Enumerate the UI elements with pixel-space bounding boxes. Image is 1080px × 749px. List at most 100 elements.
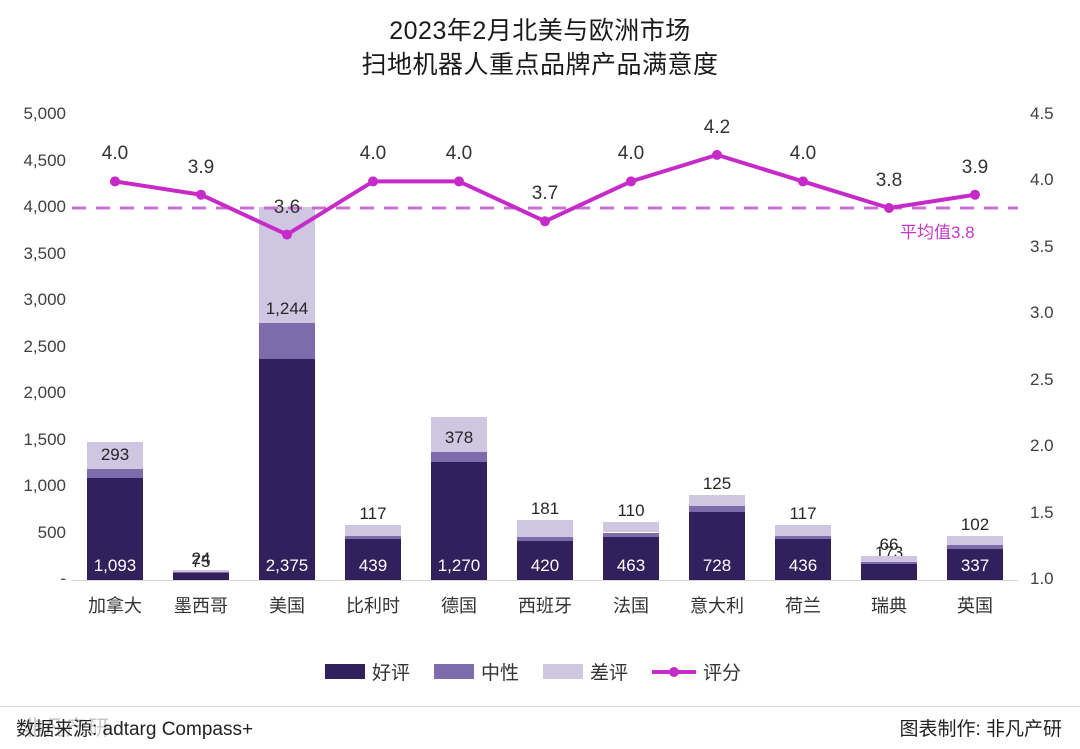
right-axis-tick: 2.5 — [1030, 369, 1054, 389]
bar-segment-bad[interactable] — [775, 524, 831, 536]
axis-baseline — [72, 580, 1018, 581]
legend-item[interactable]: 好评 — [324, 658, 410, 685]
bar-segment-bad[interactable] — [861, 555, 917, 562]
rating-value-label: 4.0 — [101, 143, 129, 165]
legend-item[interactable]: 差评 — [543, 658, 628, 685]
bar-segment-good[interactable] — [87, 478, 143, 580]
right-axis-tick: 1.5 — [1030, 502, 1054, 522]
category-label: 西班牙 — [518, 596, 572, 616]
category-label: 德国 — [441, 596, 477, 616]
bar-group[interactable]: 463 110 — [603, 115, 659, 580]
rating-point[interactable] — [368, 176, 378, 187]
bar-group[interactable]: 173 66 — [861, 115, 917, 580]
bar-segment-neutral[interactable] — [775, 535, 831, 540]
rating-point[interactable] — [196, 189, 206, 200]
category-label: 加拿大 — [88, 596, 142, 616]
category-label: 美国 — [269, 596, 305, 616]
rating-point[interactable] — [282, 229, 292, 240]
bar-segment-good[interactable] — [517, 540, 573, 580]
left-axis-tick: 3,000 — [23, 290, 66, 309]
legend-swatch-icon — [433, 664, 474, 679]
rating-point[interactable] — [110, 176, 120, 187]
bar-segment-neutral[interactable] — [947, 545, 1003, 549]
rating-point[interactable] — [626, 176, 636, 187]
bar-segment-bad[interactable] — [173, 569, 229, 573]
bar-segment-bad[interactable] — [87, 442, 143, 470]
right-axis-tick: 4.0 — [1030, 170, 1054, 190]
rating-point[interactable] — [798, 176, 808, 187]
rating-point[interactable] — [712, 149, 722, 160]
bar-segment-good[interactable] — [775, 539, 831, 580]
rating-value-label: 3.7 — [531, 183, 559, 205]
category-label: 法国 — [613, 596, 649, 616]
bar-segment-bad[interactable] — [947, 535, 1003, 546]
legend-item[interactable]: 评分 — [652, 658, 741, 685]
legend-swatch-icon — [543, 664, 583, 679]
bar-segment-neutral[interactable] — [431, 452, 487, 462]
bar-segment-good[interactable] — [259, 359, 315, 580]
bar-group[interactable]: 337 102 — [947, 115, 1003, 580]
right-axis-tick: 3.0 — [1030, 303, 1054, 323]
rating-point[interactable] — [970, 189, 980, 200]
left-axis-tick: 2,000 — [23, 383, 66, 402]
bar-segment-neutral[interactable] — [689, 506, 745, 513]
bar-segment-neutral[interactable] — [87, 469, 143, 479]
chart-legend: 好评 中性 差评 评分 — [0, 658, 1080, 685]
right-axis-tick: 3.5 — [1030, 236, 1054, 256]
right-axis-tick: 4.5 — [1030, 104, 1054, 123]
rating-value-label: 4.2 — [703, 116, 731, 138]
bar-value-label: 2,375 — [265, 556, 309, 575]
bar-group[interactable]: 1,093 293 — [87, 115, 143, 580]
bar-segment-neutral[interactable] — [173, 572, 229, 574]
bar-group[interactable]: 439 117 — [345, 115, 401, 580]
bar-segment-bad[interactable] — [603, 522, 659, 533]
bar-segment-bad[interactable] — [689, 494, 745, 507]
footer-source: 数据来源: adtarg Compass+ — [16, 719, 254, 740]
bar-value-label: 66 — [879, 534, 899, 554]
rating-value-label: 3.9 — [187, 156, 215, 178]
legend-label: 好评 — [371, 663, 410, 684]
bar-segment-neutral[interactable] — [345, 536, 401, 540]
bar-segment-good[interactable] — [947, 548, 1003, 580]
left-axis-tick: 500 — [37, 522, 66, 542]
bar-value-label: 110 — [617, 501, 645, 521]
legend-item[interactable]: 中性 — [433, 658, 519, 685]
rating-value-label: 3.8 — [875, 170, 903, 191]
bar-segment-neutral[interactable] — [861, 561, 917, 564]
rating-value-label: 4.0 — [359, 143, 387, 165]
legend-swatch-icon — [324, 664, 365, 679]
bar-segment-good[interactable] — [431, 461, 487, 580]
category-label: 墨西哥 — [174, 596, 228, 616]
bar-segment-neutral[interactable] — [517, 536, 573, 541]
footer-divider — [0, 706, 1080, 707]
bar-value-label: 378 — [444, 428, 474, 448]
legend-line-marker-icon — [652, 664, 697, 680]
left-axis-tick: 1,000 — [23, 476, 66, 495]
bar-group[interactable]: 420 181 — [517, 115, 573, 580]
rating-point[interactable] — [454, 176, 464, 187]
bar-segment-good[interactable] — [173, 573, 229, 580]
title-line-2: 扫地机器人重点品牌产品满意度 — [361, 51, 719, 79]
rating-point[interactable] — [884, 203, 894, 213]
bar-segment-good[interactable] — [603, 536, 659, 580]
rating-line-series — [72, 149, 1018, 240]
rating-point[interactable] — [540, 216, 550, 227]
bar-segment-bad[interactable] — [431, 416, 487, 453]
bar-segment-bad[interactable] — [517, 519, 573, 537]
footer-credit: 图表制作: 非凡产研 — [899, 719, 1062, 740]
bar-segment-neutral[interactable] — [603, 532, 659, 537]
bar-segment-good[interactable] — [345, 539, 401, 580]
bar-group[interactable]: 728 125 — [689, 115, 745, 580]
bar-value-label: 117 — [359, 504, 387, 524]
bar-segment-neutral[interactable] — [259, 322, 315, 360]
bar-group[interactable]: 75 24 — [173, 115, 229, 580]
bar-group[interactable]: 436 117 — [775, 115, 831, 580]
average-line-label: 平均值3.8 — [900, 223, 975, 242]
bar-segment-good[interactable] — [689, 512, 745, 580]
bar-value-label: 75 — [191, 552, 211, 572]
bar-segment-good[interactable] — [861, 563, 917, 580]
bar-group[interactable]: 1,270 378 — [431, 115, 487, 580]
bar-value-label: 337 — [960, 556, 990, 575]
bar-segment-bad[interactable] — [345, 525, 401, 537]
rating-value-label: 4.0 — [789, 143, 817, 165]
